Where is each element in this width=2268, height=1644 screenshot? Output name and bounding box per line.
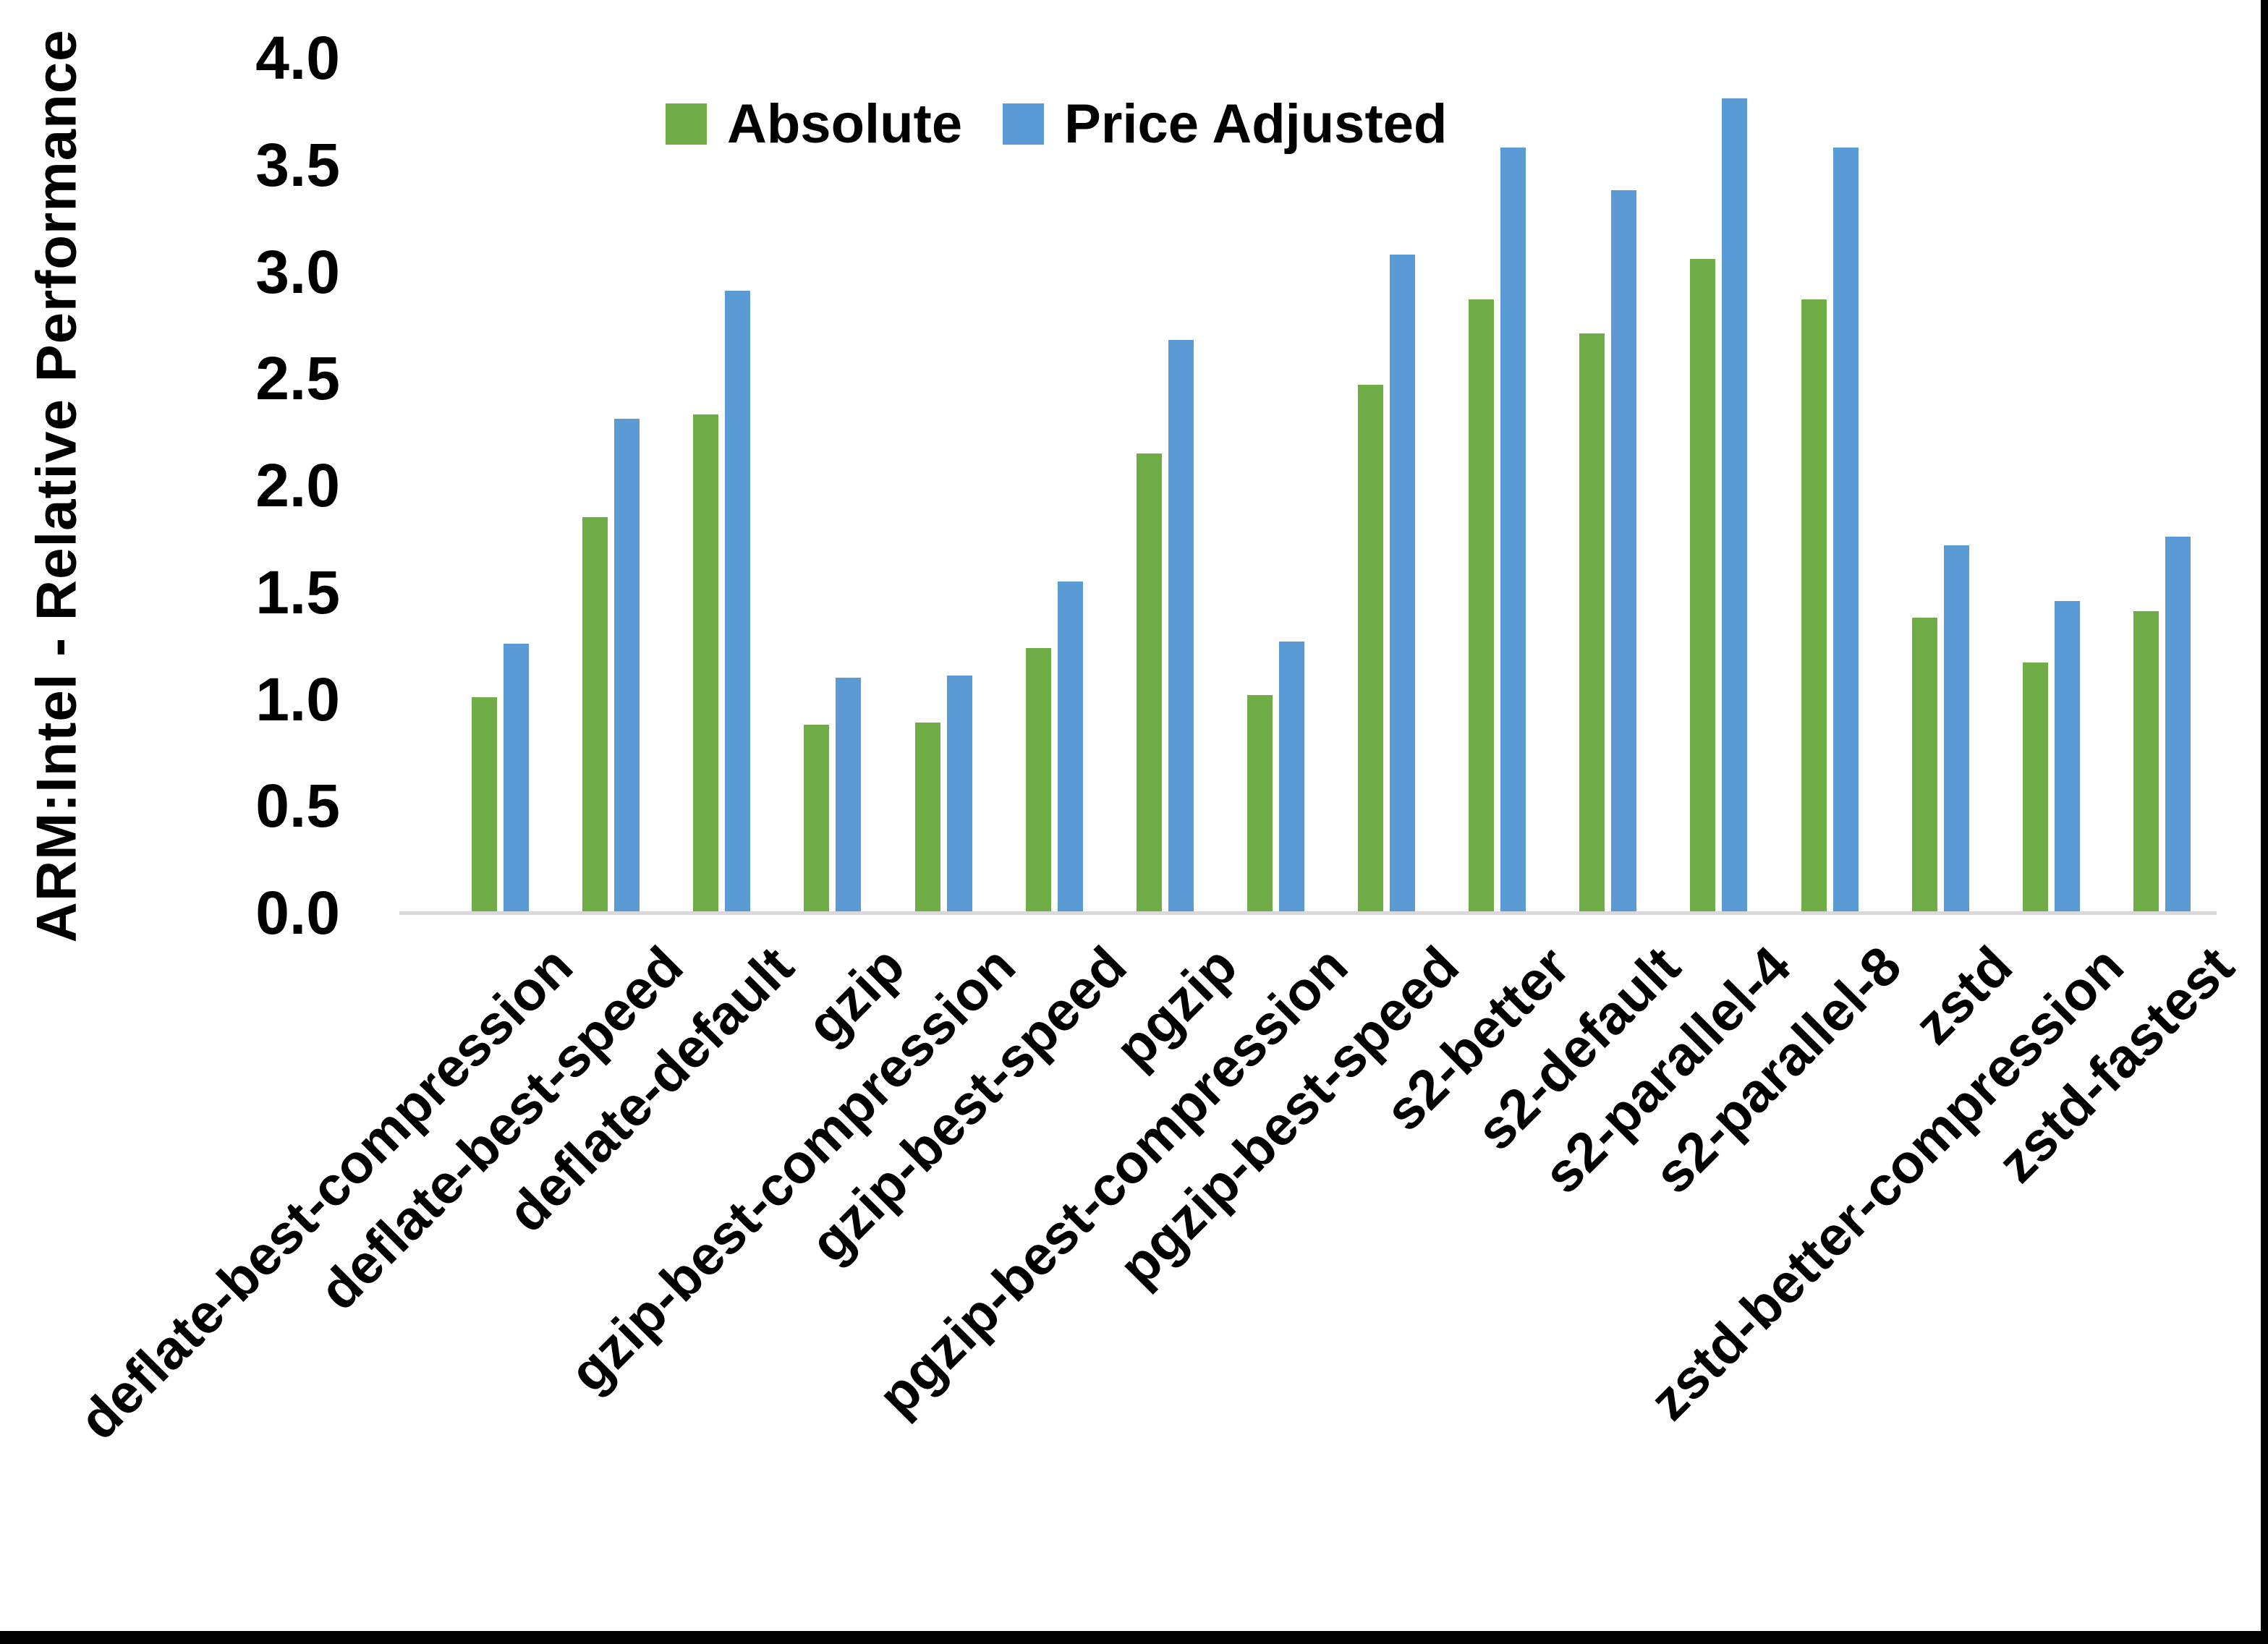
y-tick-label-3.5: 3.5: [255, 130, 340, 199]
y-tick-label-0.0: 0.0: [255, 879, 340, 947]
price-adjusted-bar-gzip: [836, 678, 862, 913]
absolute-bar-zstd: [1911, 618, 1937, 913]
absolute-bar-pgzip-best-compression: [1246, 695, 1273, 913]
y-tick-label-2.0: 2.0: [255, 451, 340, 519]
absolute-bar-pgzip-best-speed: [1358, 385, 1384, 913]
legend-label-absolute: Absolute: [727, 93, 963, 155]
bar-group-pgzip-best-speed: [1331, 58, 1442, 913]
absolute-bar-deflate-default: [693, 414, 719, 913]
price-adjusted-bar-zstd: [1943, 545, 1969, 913]
price-adjusted-bar-deflate-default: [725, 291, 751, 913]
bar-group-deflate-best-compression: [445, 58, 556, 913]
absolute-bar-deflate-best-speed: [582, 517, 608, 913]
price-adjusted-bar-s2-default: [1611, 190, 1637, 913]
bar-group-s2-better: [1442, 58, 1553, 913]
price-adjusted-bar-deflate-best-compression: [504, 644, 530, 913]
absolute-bar-zstd-fastest: [2133, 611, 2159, 913]
bar-group-gzip-best-compression: [888, 58, 999, 913]
price-adjusted-bar-pgzip-best-speed: [1390, 255, 1416, 913]
bar-group-s2-parallel-8: [1775, 58, 1885, 913]
legend-label-price-adjusted: Price Adjusted: [1064, 93, 1448, 155]
absolute-bar-zstd-better-compression: [2022, 663, 2048, 913]
y-tick-label-1.0: 1.0: [255, 665, 340, 733]
y-tick-label-1.5: 1.5: [255, 558, 340, 626]
absolute-bar-pgzip: [1136, 453, 1162, 913]
bar-group-zstd: [1885, 58, 1996, 913]
x-axis-category-labels: deflate-best-compression deflate-best-spe…: [0, 934, 2261, 1585]
x-axis-baseline: [399, 911, 2217, 915]
bar-group-deflate-best-speed: [556, 58, 666, 913]
bar-group-pgzip-best-compression: [1220, 58, 1331, 913]
legend-item-price-adjusted: Price Adjusted: [1003, 93, 1447, 156]
price-adjusted-bar-deflate-best-speed: [614, 419, 640, 913]
price-adjusted-bar-zstd-fastest: [2165, 537, 2191, 913]
y-tick-label-3.0: 3.0: [255, 237, 340, 306]
price-adjusted-bar-pgzip: [1168, 340, 1194, 913]
legend: Absolute Price Adjusted: [666, 93, 1447, 156]
absolute-bar-gzip-best-compression: [914, 723, 940, 913]
bar-group-zstd-fastest: [2107, 58, 2217, 913]
plot-area: [445, 58, 2217, 913]
absolute-bar-gzip-best-speed: [1025, 648, 1051, 913]
absolute-bar-s2-parallel-4: [1690, 259, 1716, 913]
bar-group-s2-parallel-4: [1663, 58, 1774, 913]
price-adjusted-legend-swatch-icon: [1003, 103, 1045, 145]
absolute-bar-s2-better: [1469, 299, 1495, 913]
bar-group-deflate-default: [666, 58, 777, 913]
price-adjusted-bar-pgzip-best-compression: [1278, 642, 1304, 913]
bar-group-zstd-better-compression: [1996, 58, 2107, 913]
price-adjusted-bar-s2-better: [1500, 148, 1526, 913]
price-adjusted-bar-zstd-better-compression: [2054, 601, 2080, 913]
y-tick-label-0.5: 0.5: [255, 772, 340, 840]
legend-item-absolute: Absolute: [666, 93, 962, 156]
y-tick-label-2.5: 2.5: [255, 344, 340, 413]
absolute-bar-deflate-best-compression: [472, 697, 498, 913]
y-tick-label-4.0: 4.0: [255, 24, 340, 92]
bar-group-s2-default: [1553, 58, 1663, 913]
absolute-legend-swatch-icon: [666, 103, 707, 145]
absolute-bar-s2-parallel-8: [1801, 299, 1827, 913]
price-adjusted-bar-s2-parallel-8: [1832, 148, 1859, 913]
price-adjusted-bar-s2-parallel-4: [1722, 98, 1748, 913]
y-axis-title: ARM:Intel - Relative Performance: [24, 29, 88, 943]
bar-group-gzip-best-speed: [999, 58, 1110, 913]
bar-group-gzip: [777, 58, 888, 913]
price-adjusted-bar-gzip-best-speed: [1057, 582, 1083, 913]
bar-group-pgzip: [1110, 58, 1220, 913]
absolute-bar-gzip: [804, 725, 830, 913]
price-adjusted-bar-gzip-best-compression: [946, 676, 972, 913]
absolute-bar-s2-default: [1579, 333, 1605, 913]
